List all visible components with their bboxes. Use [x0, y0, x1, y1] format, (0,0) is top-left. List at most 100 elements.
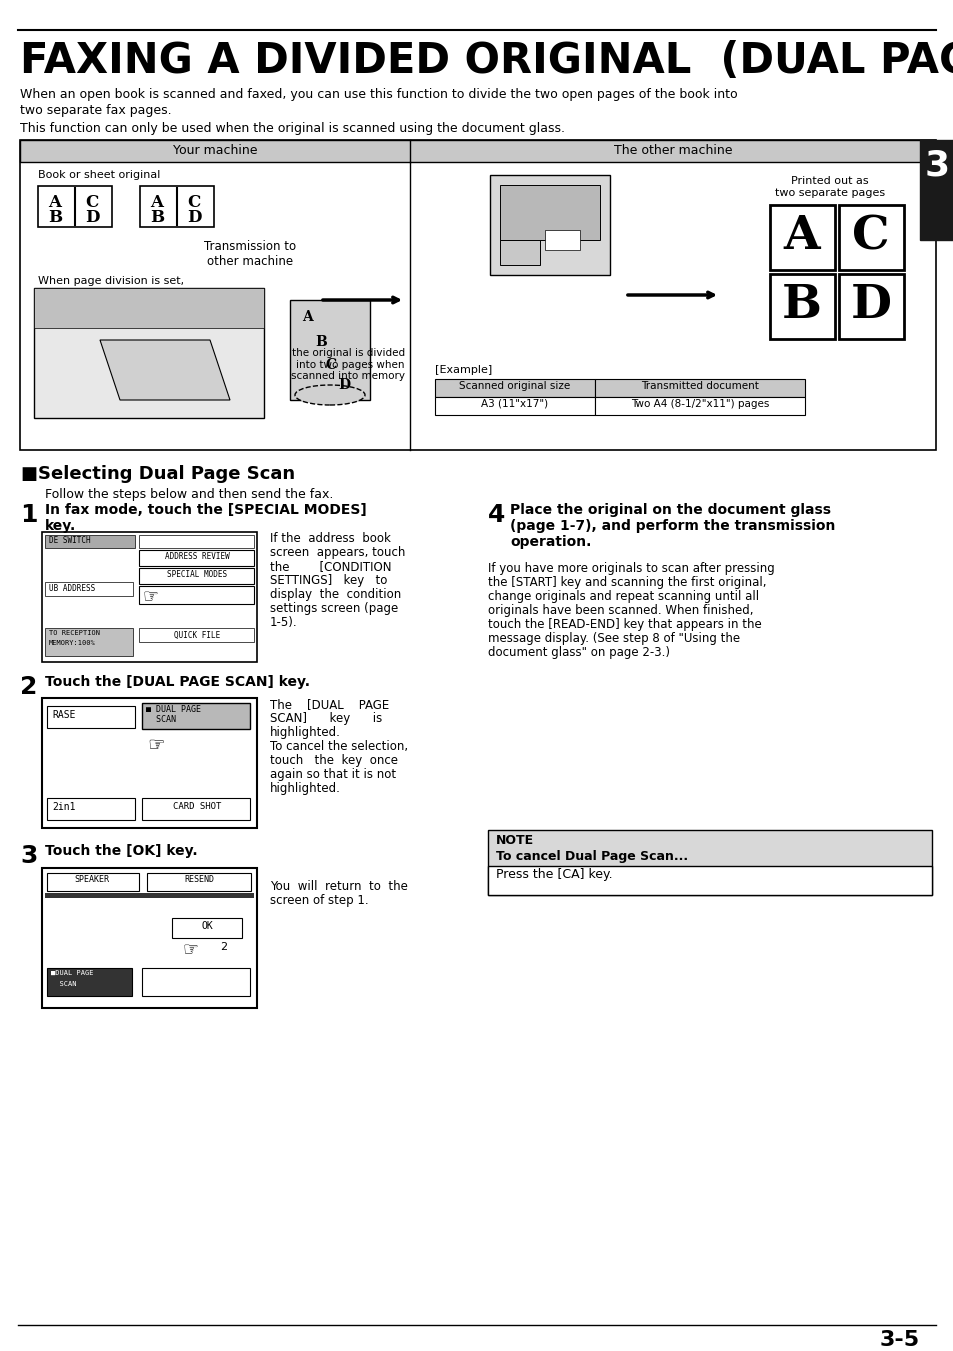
Text: When an open book is scanned and faxed, you can use this function to divide the : When an open book is scanned and faxed, … — [20, 88, 737, 101]
Text: The    [DUAL    PAGE: The [DUAL PAGE — [270, 698, 389, 711]
Bar — [435, 380, 595, 397]
Bar — [838, 205, 903, 270]
Bar — [34, 288, 264, 328]
Text: D: D — [337, 378, 350, 392]
Text: touch the [READ-END] key that appears in the: touch the [READ-END] key that appears in… — [488, 617, 760, 631]
Text: Place the original on the document glass: Place the original on the document glass — [510, 503, 830, 517]
Text: Transmitted document: Transmitted document — [640, 381, 759, 390]
Text: A: A — [151, 195, 163, 211]
Text: 2: 2 — [20, 676, 37, 698]
Text: SPECIAL MODES: SPECIAL MODES — [167, 570, 227, 580]
Text: (page 1-7), and perform the transmission: (page 1-7), and perform the transmission — [510, 519, 835, 534]
Bar — [139, 628, 253, 642]
Text: A: A — [49, 195, 61, 211]
Text: ☞: ☞ — [142, 586, 158, 605]
Text: ■DUAL PAGE: ■DUAL PAGE — [51, 970, 93, 975]
Text: A: A — [782, 213, 820, 259]
Text: highlighted.: highlighted. — [270, 782, 340, 794]
Bar — [139, 586, 253, 604]
Text: 3-5: 3-5 — [879, 1329, 919, 1350]
Bar — [919, 141, 953, 240]
Text: again so that it is not: again so that it is not — [270, 767, 395, 781]
Text: In fax mode, touch the [SPECIAL MODES]: In fax mode, touch the [SPECIAL MODES] — [45, 503, 366, 517]
Text: B: B — [314, 335, 327, 349]
Bar — [499, 240, 539, 265]
Text: SCAN: SCAN — [146, 715, 175, 724]
Bar — [38, 186, 112, 227]
Bar — [20, 141, 935, 450]
Text: highlighted.: highlighted. — [270, 725, 340, 739]
Bar — [435, 397, 595, 415]
Bar — [47, 707, 135, 728]
Bar — [290, 300, 370, 400]
Text: TO RECEPTION: TO RECEPTION — [49, 630, 100, 636]
Bar — [20, 141, 935, 162]
Bar — [42, 867, 256, 1008]
Bar — [595, 397, 804, 415]
Text: If the  address  book: If the address book — [270, 532, 391, 544]
Text: 2: 2 — [220, 942, 227, 952]
Text: ■: ■ — [20, 465, 37, 484]
Bar — [499, 185, 599, 240]
Text: This function can only be used when the original is scanned using the document g: This function can only be used when the … — [20, 122, 564, 135]
Text: 2in1: 2in1 — [52, 802, 75, 812]
Text: [Example]: [Example] — [435, 365, 492, 376]
Text: MEMORY:100%: MEMORY:100% — [49, 640, 95, 646]
Text: ☞: ☞ — [182, 940, 198, 958]
Bar — [45, 893, 253, 898]
Text: 1: 1 — [20, 503, 37, 527]
Text: If you have more originals to scan after pressing: If you have more originals to scan after… — [488, 562, 774, 576]
Bar — [47, 873, 139, 892]
Text: Printed out as
two separate pages: Printed out as two separate pages — [774, 176, 884, 197]
Text: CARD SHOT: CARD SHOT — [172, 802, 221, 811]
Bar — [488, 830, 931, 894]
Text: RASE: RASE — [52, 711, 75, 720]
Bar — [45, 535, 135, 549]
Text: UB ADDRESS: UB ADDRESS — [49, 584, 95, 593]
Text: Touch the [DUAL PAGE SCAN] key.: Touch the [DUAL PAGE SCAN] key. — [45, 676, 310, 689]
Bar — [139, 535, 253, 549]
Text: 3: 3 — [923, 149, 948, 182]
Bar — [42, 698, 256, 828]
Text: 4: 4 — [488, 503, 505, 527]
Text: screen of step 1.: screen of step 1. — [270, 894, 368, 907]
Text: Scanned original size: Scanned original size — [459, 381, 570, 390]
Text: B: B — [150, 209, 164, 226]
Bar — [595, 380, 804, 397]
Bar — [47, 969, 132, 996]
Bar — [139, 567, 253, 584]
Text: Your machine: Your machine — [172, 145, 257, 157]
Text: settings screen (page: settings screen (page — [270, 603, 397, 615]
Text: OK: OK — [201, 921, 213, 931]
Text: C: C — [85, 195, 98, 211]
Text: 3: 3 — [20, 844, 37, 867]
Bar — [769, 274, 834, 339]
Bar — [172, 917, 242, 938]
Text: screen  appears, touch: screen appears, touch — [270, 546, 405, 559]
Bar — [142, 798, 250, 820]
Text: NOTE: NOTE — [496, 834, 534, 847]
Text: SETTINGS]   key   to: SETTINGS] key to — [270, 574, 387, 586]
Text: document glass" on page 2-3.): document glass" on page 2-3.) — [488, 646, 669, 659]
Text: QUICK FILE: QUICK FILE — [173, 631, 220, 640]
Text: D: D — [187, 209, 201, 226]
Bar — [42, 532, 256, 662]
Text: SCAN: SCAN — [51, 981, 76, 988]
Text: Two A4 (8-1/2"x11") pages: Two A4 (8-1/2"x11") pages — [630, 399, 768, 409]
Text: D: D — [850, 282, 890, 328]
Text: Press the [CA] key.: Press the [CA] key. — [496, 867, 612, 881]
Bar — [139, 550, 253, 566]
Text: two separate fax pages.: two separate fax pages. — [20, 104, 172, 118]
Text: You  will  return  to  the: You will return to the — [270, 880, 408, 893]
Text: DE SWITCH: DE SWITCH — [49, 536, 91, 544]
Text: SCAN]      key      is: SCAN] key is — [270, 712, 382, 725]
Text: ☞: ☞ — [147, 736, 164, 755]
Text: display  the  condition: display the condition — [270, 588, 401, 601]
Text: ■ DUAL PAGE: ■ DUAL PAGE — [146, 705, 201, 713]
Text: A: A — [302, 309, 313, 324]
Text: Book or sheet original: Book or sheet original — [38, 170, 160, 180]
Text: 1-5).: 1-5). — [270, 616, 297, 630]
Ellipse shape — [294, 385, 365, 405]
Text: To cancel Dual Page Scan...: To cancel Dual Page Scan... — [496, 850, 687, 863]
Bar — [488, 866, 931, 894]
